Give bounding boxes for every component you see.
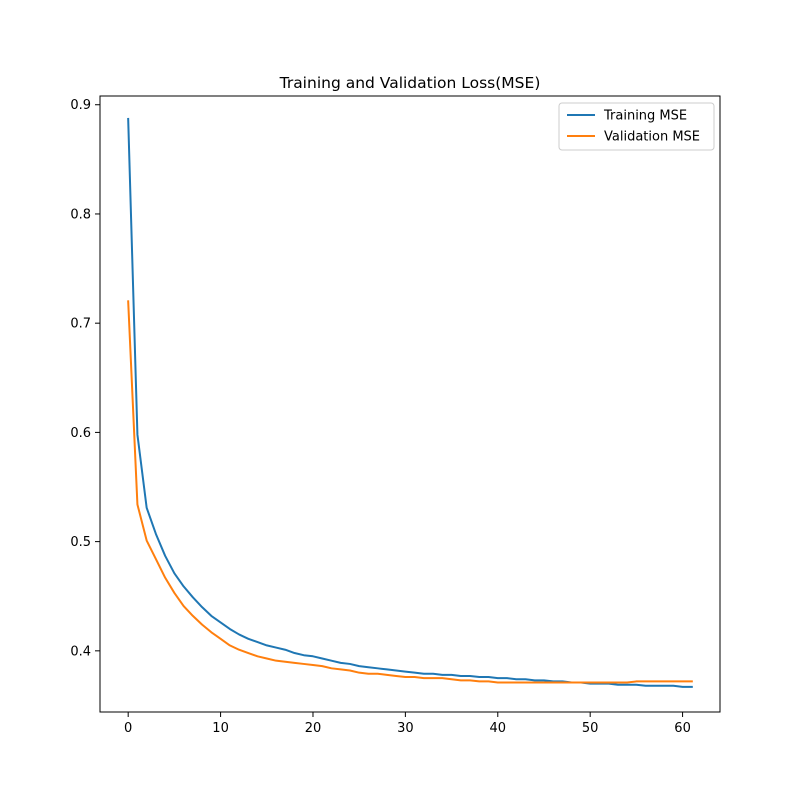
y-tick-label: 0.9 [70,98,91,113]
x-tick-label: 40 [490,721,507,736]
legend-label: Training MSE [603,109,687,124]
x-tick-label: 10 [212,721,229,736]
x-tick-label: 20 [305,721,322,736]
x-tick-label: 0 [124,721,132,736]
series-line-validation-mse [127,300,693,684]
y-tick-label: 0.7 [70,317,91,332]
y-tick-label: 0.5 [70,535,91,550]
legend-label: Validation MSE [604,130,700,145]
x-tick-label: 30 [397,721,414,736]
axes-frame [99,95,721,713]
y-tick-label: 0.4 [70,644,91,659]
y-tick-label: 0.6 [70,426,91,441]
y-tick-label: 0.8 [70,207,91,222]
x-tick-label: 60 [674,721,691,736]
series-line-training-mse [127,117,693,688]
chart-title: Training and Validation Loss(MSE) [279,74,541,92]
plot-area: 0 10 20 30 40 50 60 0.4 0.5 0.6 0.7 0.8 0.9 Training … [70,95,721,736]
legend-box [558,102,715,151]
x-tick-label: 50 [582,721,599,736]
